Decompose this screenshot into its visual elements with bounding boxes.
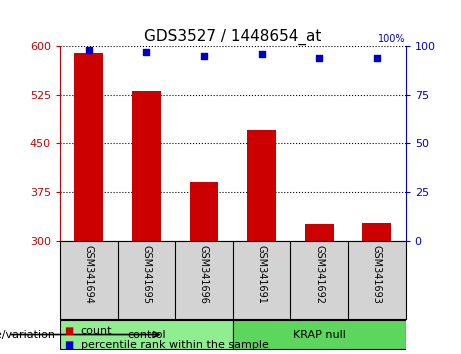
Bar (233, 320, 406, 349)
Point (373, 55, 381, 61)
Text: GSM341694: GSM341694 (84, 245, 94, 303)
Text: GSM341696: GSM341696 (199, 245, 209, 303)
Text: ■: ■ (65, 340, 74, 350)
Title: GDS3527 / 1448654_at: GDS3527 / 1448654_at (144, 28, 321, 45)
Bar (247, 130, 276, 241)
Bar (60, 320, 233, 349)
Bar (74, 52, 103, 241)
Point (315, 55, 323, 61)
Text: genotype/variation: genotype/variation (0, 330, 55, 339)
Point (85, 47, 92, 53)
Bar (189, 182, 219, 241)
Bar (362, 223, 391, 241)
Text: GSM341692: GSM341692 (314, 245, 324, 304)
Bar (132, 91, 161, 241)
Point (200, 53, 207, 58)
Text: GSM341691: GSM341691 (257, 245, 266, 303)
Text: control: control (127, 330, 165, 339)
Text: count: count (81, 326, 112, 336)
Text: 100%: 100% (378, 34, 406, 44)
Point (142, 49, 150, 55)
Text: KRAP null: KRAP null (293, 330, 346, 339)
Text: GSM341693: GSM341693 (372, 245, 382, 303)
Text: ■: ■ (65, 326, 74, 336)
Bar (305, 224, 334, 241)
Text: GSM341695: GSM341695 (142, 245, 151, 304)
Point (258, 51, 266, 57)
Text: percentile rank within the sample: percentile rank within the sample (81, 340, 269, 350)
